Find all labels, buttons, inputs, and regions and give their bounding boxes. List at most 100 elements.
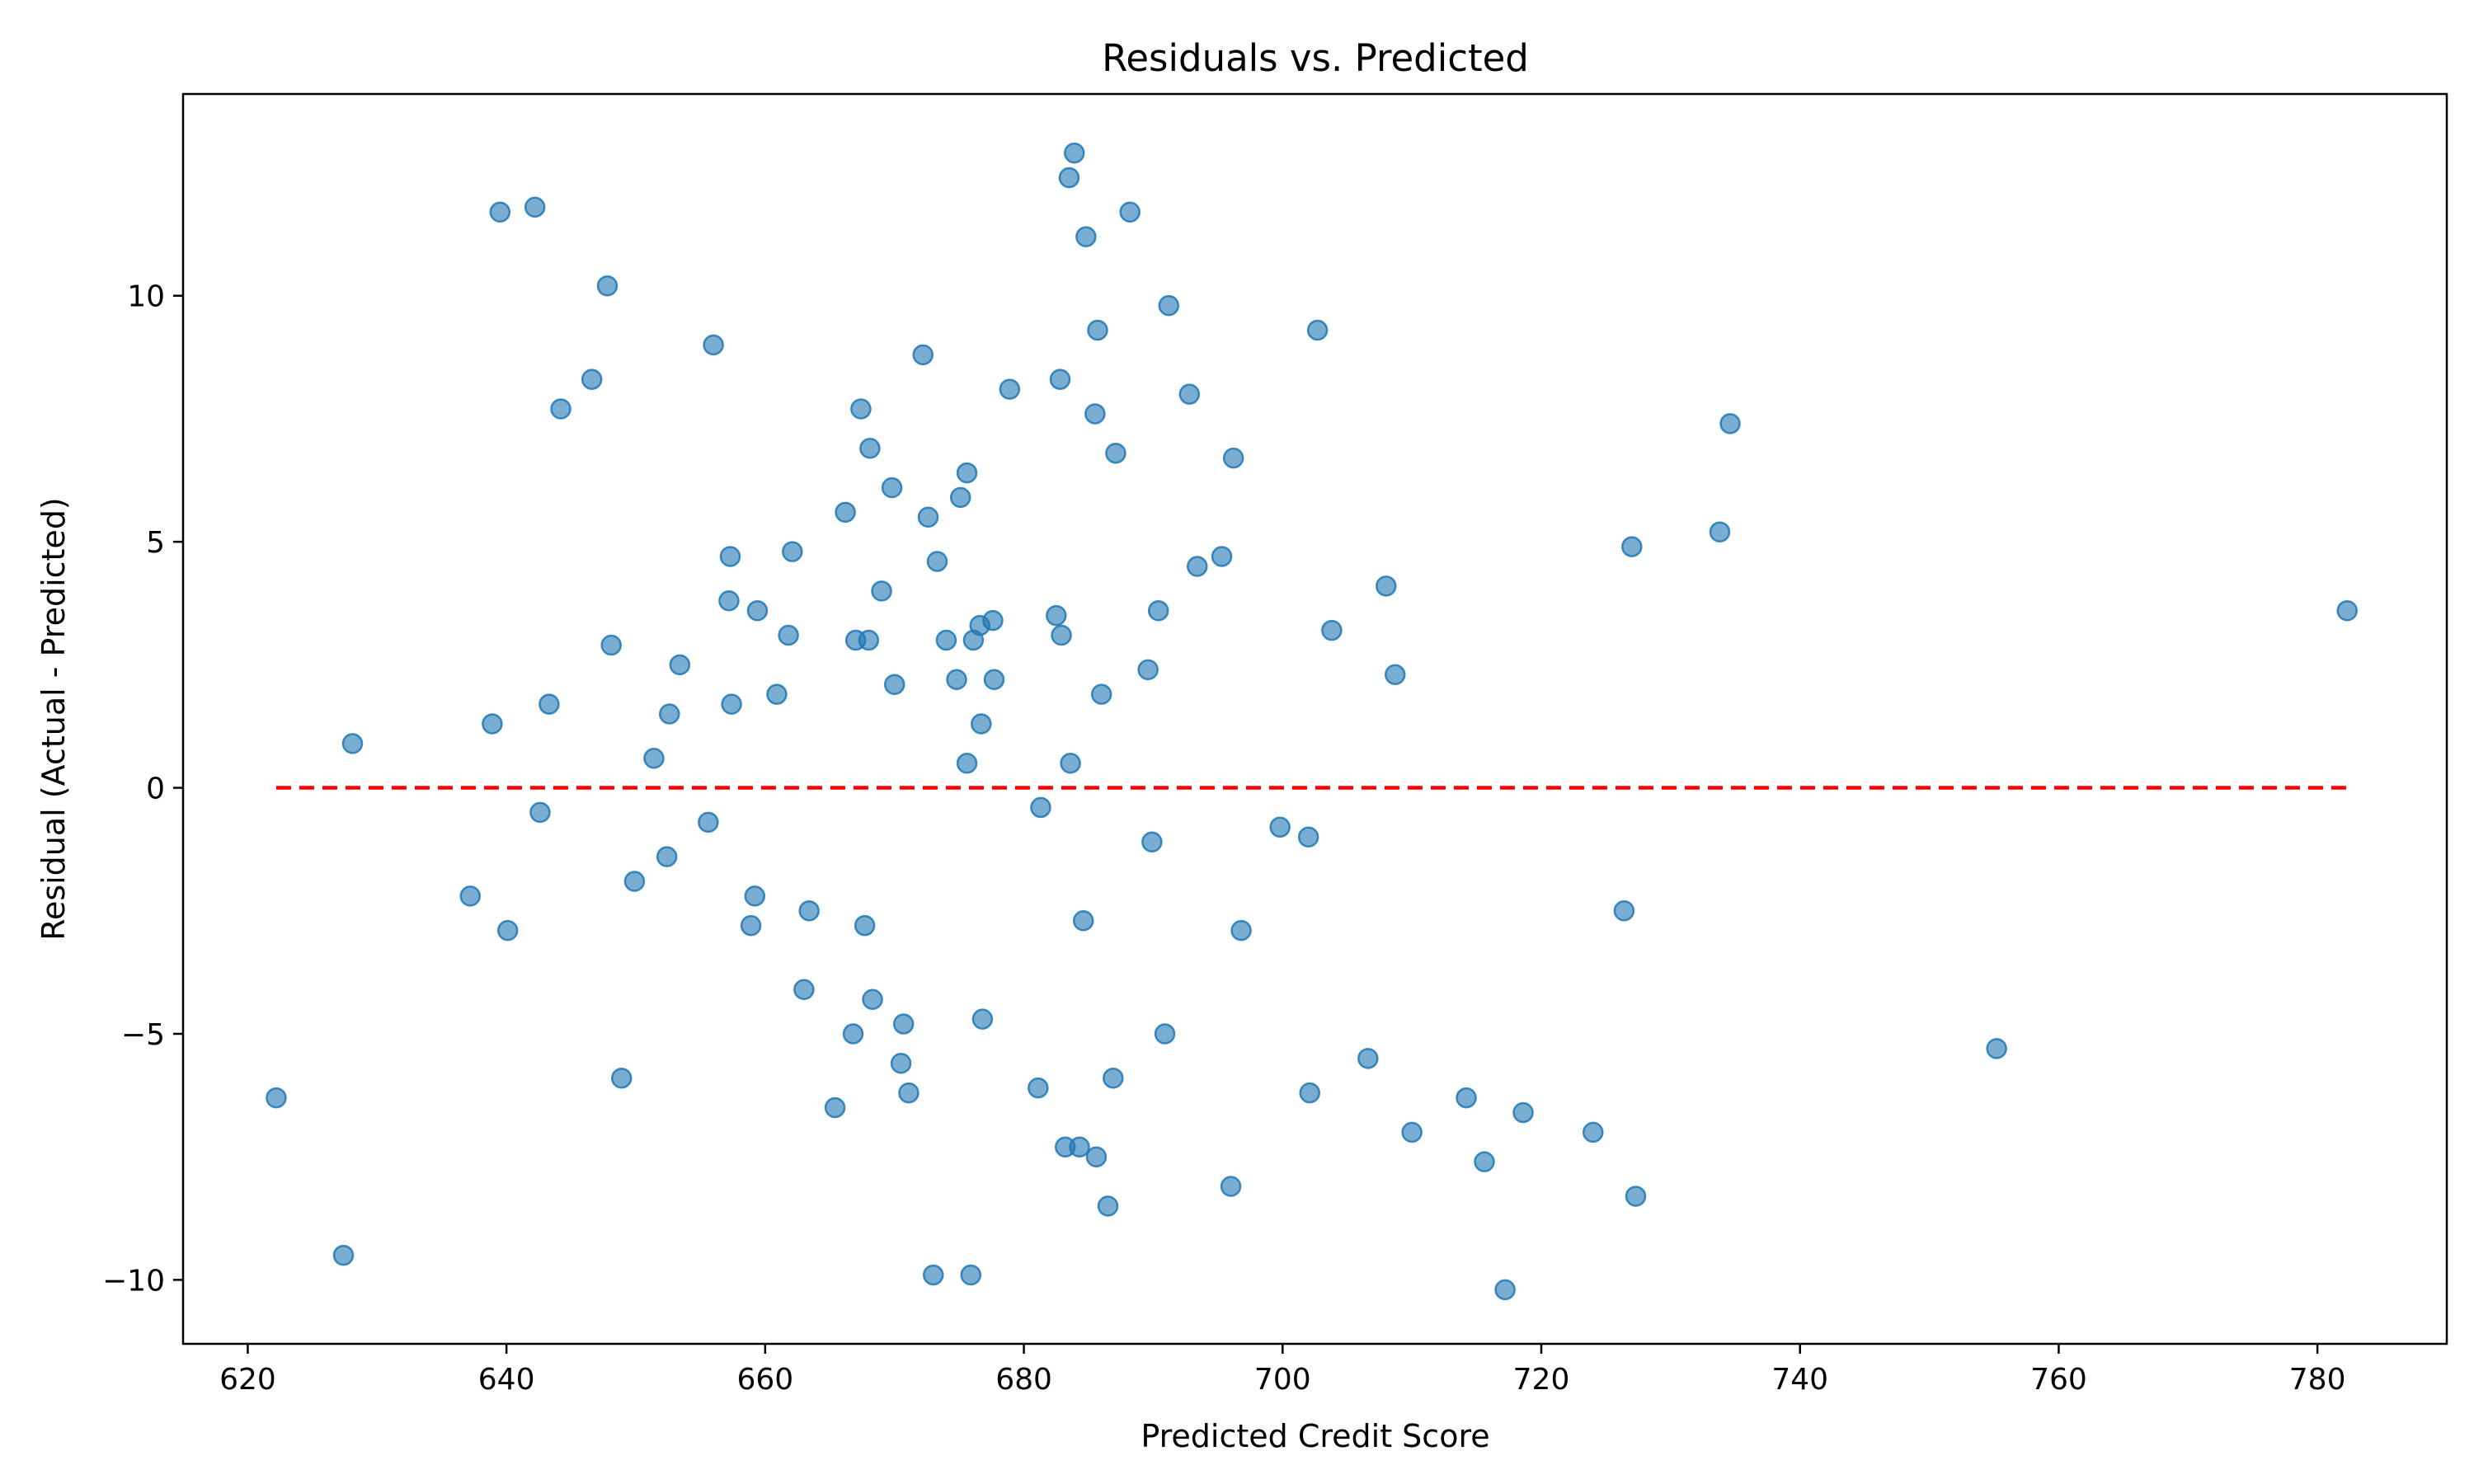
scatter-point (1376, 575, 1397, 597)
scatter-point (610, 1067, 633, 1089)
scatter-point (1085, 1146, 1108, 1167)
scatter-point (1103, 1067, 1124, 1089)
scatter-point (1090, 683, 1112, 705)
x-tick-label: 620 (219, 1363, 276, 1397)
scatter-point (999, 378, 1021, 400)
scatter-point (524, 196, 546, 218)
y-axis-label: Residual (Actual - Predicted) (35, 497, 72, 941)
scatter-point (550, 398, 571, 420)
scatter-point (798, 900, 820, 922)
scatter-point (859, 437, 881, 459)
scatter-point (1613, 900, 1635, 922)
scatter-point (1709, 521, 1731, 542)
scatter-point (1072, 909, 1094, 932)
x-tick-label: 680 (995, 1363, 1052, 1397)
scatter-point (1030, 796, 1051, 819)
scatter-point (926, 551, 948, 572)
scatter-point (862, 989, 883, 1010)
scatter-point (824, 1097, 846, 1119)
scatter-point (489, 201, 511, 223)
scatter-point (1069, 1136, 1090, 1158)
scatter-point (744, 885, 766, 907)
scatter-point (1158, 294, 1180, 317)
x-tick-label: 700 (1254, 1363, 1311, 1397)
scatter-point (1028, 1077, 1049, 1099)
scatter-point (482, 713, 503, 735)
scatter-point (1058, 167, 1080, 189)
scatter-point (858, 629, 880, 651)
scatter-point (1187, 556, 1208, 577)
scatter-points (266, 142, 2358, 1301)
scatter-point (1625, 1186, 1647, 1207)
scatter-point (332, 1244, 355, 1266)
scatter-point (1621, 536, 1643, 557)
x-axis-label: Predicted Credit Score (1141, 1418, 1489, 1454)
scatter-point (1049, 369, 1071, 390)
scatter-point (766, 683, 788, 705)
scatter-point (1474, 1151, 1495, 1172)
scatter-point (1719, 413, 1741, 434)
scatter-point (1141, 831, 1163, 852)
scatter-point (459, 885, 481, 907)
x-tick-label: 660 (736, 1363, 793, 1397)
scatter-point (1154, 1023, 1176, 1045)
scatter-point (1385, 664, 1406, 686)
scatter-point (1269, 816, 1291, 838)
scatter-point (935, 629, 957, 651)
scatter-point (1119, 201, 1141, 223)
scatter-point (1051, 624, 1072, 646)
scatter-point (1401, 1121, 1423, 1144)
scatter-point (698, 811, 719, 834)
scatter-point (898, 1082, 920, 1104)
scatter-point (881, 477, 903, 499)
scatter-point (1046, 604, 1067, 627)
scatter-point (1063, 142, 1085, 164)
scatter-point (1220, 1176, 1242, 1197)
scatter-point (623, 871, 646, 892)
scatter-point (971, 713, 992, 735)
scatter-point (971, 1008, 994, 1030)
scatter-point (539, 693, 560, 715)
scatter-point (529, 801, 551, 824)
y-tick-label: 10 (127, 280, 165, 314)
scatter-point (912, 344, 934, 366)
scatter-point (1986, 1038, 2007, 1059)
scatter-point (1084, 403, 1106, 425)
chart-title: Residuals vs. Predicted (1102, 36, 1529, 80)
scatter-point (923, 1264, 944, 1286)
x-tick-label: 640 (478, 1363, 535, 1397)
scatter-point (1357, 1048, 1379, 1069)
scatter-point (1512, 1101, 1534, 1124)
scatter-point (956, 462, 978, 484)
scatter-point (983, 669, 1005, 691)
scatter-point (1321, 619, 1343, 641)
y-tick-label: 0 (146, 773, 165, 806)
plot-frame (181, 92, 2448, 1345)
scatter-point (496, 919, 519, 942)
scatter-point (1137, 659, 1159, 681)
scatter-point (1087, 319, 1108, 341)
scatter-point (892, 1013, 915, 1035)
scatter-point (890, 1053, 912, 1074)
plot-area (183, 94, 2447, 1344)
scatter-point (1075, 226, 1097, 247)
scatter-point (778, 624, 799, 646)
y-axis-ticks: −10 −5 0 5 10 (102, 280, 183, 1298)
x-tick-label: 780 (2289, 1363, 2346, 1397)
scatter-point (1105, 442, 1126, 464)
x-tick-label: 740 (1771, 1363, 1828, 1397)
scatter-point (835, 501, 856, 524)
scatter-point (659, 703, 680, 725)
scatter-point (854, 914, 876, 937)
y-tick-label: 5 (146, 526, 165, 560)
scatter-point (600, 634, 622, 656)
scatter-point (871, 580, 892, 602)
scatter-point (581, 369, 603, 390)
scatter-point (596, 275, 618, 297)
scatter-point (1178, 383, 1201, 405)
scatter-point (2336, 599, 2358, 622)
scatter-point (1306, 319, 1329, 341)
scatter-point (946, 669, 967, 691)
scatter-point (1230, 919, 1252, 942)
